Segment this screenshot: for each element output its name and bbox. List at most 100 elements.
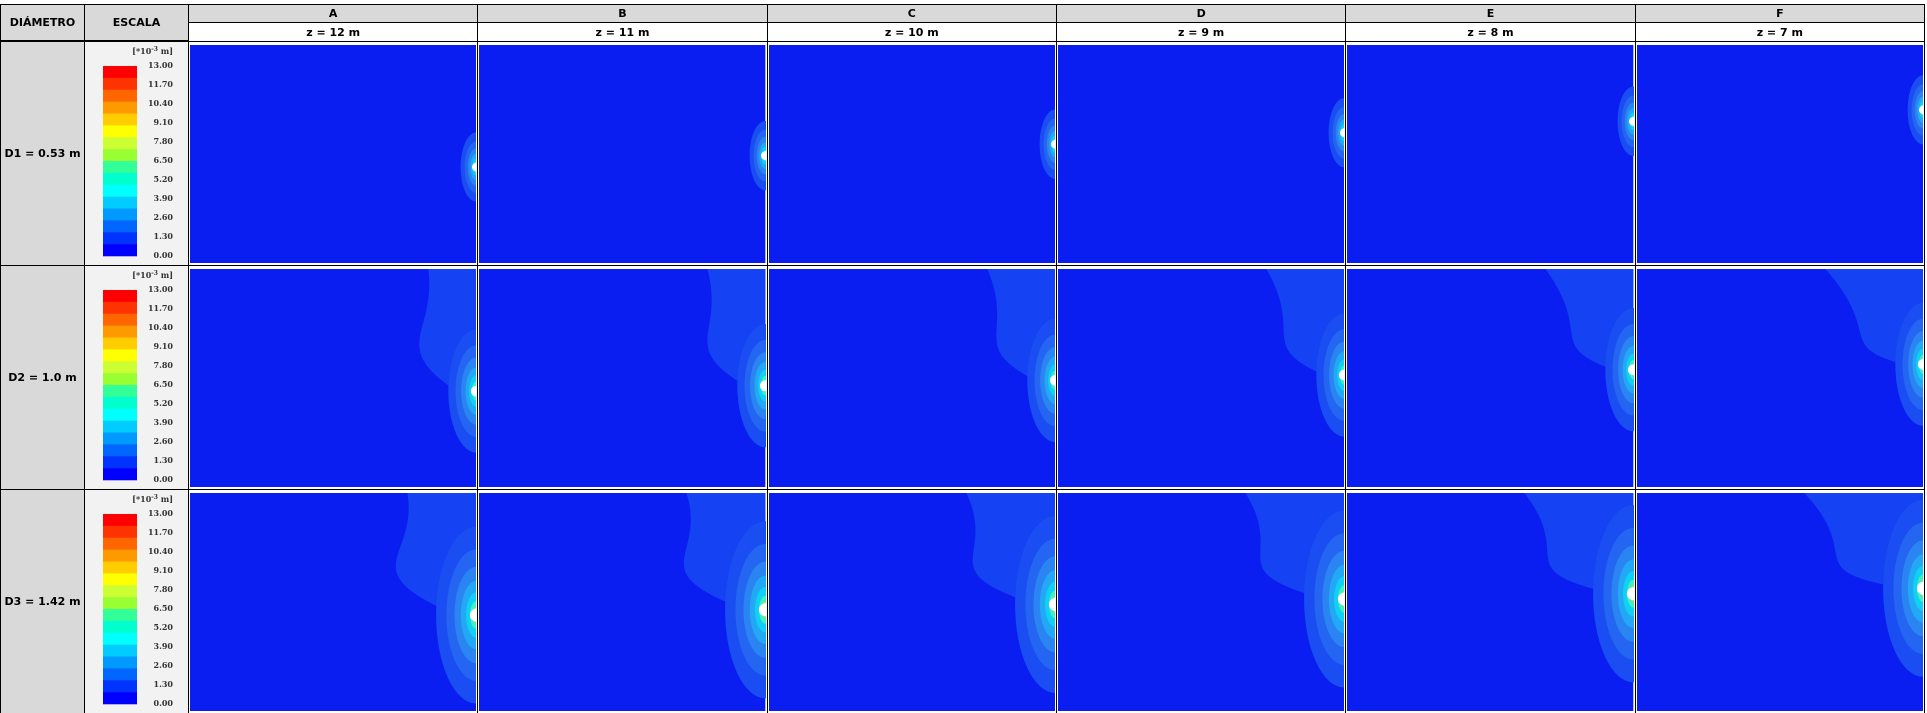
contour-plot	[1058, 44, 1345, 263]
legend-label: 2.60	[154, 436, 174, 446]
contour-core	[1916, 581, 1923, 595]
legend-label: 6.50	[154, 155, 174, 165]
plot-cell	[766, 41, 1057, 266]
legend-label: 7.80	[154, 136, 174, 146]
legend-band	[103, 220, 137, 233]
plot-bg	[190, 44, 477, 263]
legend-band	[103, 137, 137, 150]
plot-cell	[1056, 265, 1347, 490]
plot-cell	[1056, 41, 1347, 266]
unit-exponent: -3	[151, 494, 158, 501]
legend: [*10-3 m] 13.00 11.70 10.40 9.10 7.80 6.50 5.20…	[103, 494, 174, 708]
plot-cell	[477, 265, 768, 490]
legend-band	[103, 77, 137, 91]
column-letter: A	[188, 4, 479, 23]
legend-label: 3.90	[154, 417, 174, 427]
plot-cell	[1345, 41, 1636, 266]
column-letter: E	[1345, 4, 1636, 23]
legend-band	[103, 609, 137, 622]
legend-band	[103, 337, 137, 350]
legend-label: 1.30	[154, 231, 174, 241]
legend-band	[103, 161, 137, 174]
contour-plot	[1058, 268, 1345, 487]
legend-band	[103, 373, 137, 386]
plot-cell	[766, 489, 1057, 713]
legend-label: 6.50	[154, 603, 174, 613]
contour-core	[1629, 116, 1634, 126]
legend-band	[103, 420, 137, 433]
legend-label: 10.40	[148, 546, 173, 556]
plot-cell	[188, 265, 479, 490]
legend-band	[103, 113, 137, 126]
contour-plot	[479, 268, 766, 487]
legend-band	[103, 680, 137, 693]
unit-prefix: [*10	[132, 46, 152, 56]
column-depth: z = 7 m	[1634, 22, 1925, 42]
column-depth: z = 8 m	[1345, 22, 1636, 42]
legend-band	[103, 514, 137, 527]
legend-band	[103, 444, 137, 457]
contour-core	[1627, 586, 1634, 600]
legend-label: 10.40	[148, 322, 173, 332]
legend-band	[103, 125, 137, 138]
legend-label: 13.00	[148, 284, 173, 294]
plot-cell	[477, 41, 768, 266]
legend-band	[103, 456, 137, 469]
contour-plot	[1636, 268, 1923, 487]
legend-band	[103, 313, 137, 326]
legend-label: 10.40	[148, 98, 173, 108]
contour-core	[1337, 592, 1345, 606]
legend-label: 5.20	[154, 174, 174, 184]
scale-cell: [*10-3 m] 13.00 11.70 10.40 9.10 7.80 6.50 5.20…	[84, 489, 189, 713]
plot-bg	[768, 44, 1055, 263]
legend-band	[103, 301, 137, 315]
plot-cell	[1345, 489, 1636, 713]
contour-core	[471, 162, 477, 171]
column-letter: D	[1056, 4, 1347, 23]
legend-unit: [*10-3 m]	[132, 494, 173, 504]
legend: [*10-3 m] 13.00 11.70 10.40 9.10 7.80 6.50 5.20…	[103, 270, 174, 484]
legend-band	[103, 244, 137, 257]
legend-band	[103, 101, 137, 114]
plot-cell	[477, 489, 768, 713]
contour-core	[470, 385, 477, 396]
plot-cell	[1056, 489, 1347, 713]
plot-cell	[766, 265, 1057, 490]
unit-exponent: -3	[151, 46, 158, 53]
legend-band	[103, 432, 137, 445]
legend-band	[103, 561, 137, 574]
legend-label: 9.10	[154, 565, 174, 575]
legend-label: 11.70	[148, 527, 173, 537]
legend-band	[103, 325, 137, 338]
contour-plot	[190, 268, 477, 487]
unit-suffix: m]	[158, 270, 173, 280]
scale-cell: [*10-3 m] 13.00 11.70 10.40 9.10 7.80 6.50 5.20…	[84, 41, 189, 266]
legend-band	[103, 573, 137, 586]
row-label: D1 = 0.53 m	[0, 41, 85, 266]
legend-label: 2.60	[154, 212, 174, 222]
plot-cell	[188, 41, 479, 266]
contour-plot	[1347, 44, 1634, 263]
legend-label: 3.90	[154, 193, 174, 203]
legend-band	[103, 361, 137, 374]
contour-plot	[1636, 44, 1923, 263]
contour-core	[1338, 369, 1345, 380]
contour-core	[1050, 139, 1055, 149]
contour-core	[761, 150, 766, 160]
column-letter: C	[766, 4, 1057, 23]
contour-plot	[479, 44, 766, 263]
legend-band	[103, 184, 137, 197]
contour-core	[760, 379, 766, 391]
plot-cell	[1634, 489, 1925, 713]
contour-plot	[768, 268, 1055, 487]
legend-label: 5.20	[154, 622, 174, 632]
unit-exponent: -3	[151, 270, 158, 277]
legend-band	[103, 385, 137, 398]
contour-core	[1049, 374, 1055, 386]
legend-band	[103, 89, 137, 102]
legend-label: 13.00	[148, 60, 173, 70]
contour-core	[1048, 597, 1055, 611]
legend-band	[103, 349, 137, 362]
diameter-header: DIÁMETRO	[0, 4, 85, 41]
